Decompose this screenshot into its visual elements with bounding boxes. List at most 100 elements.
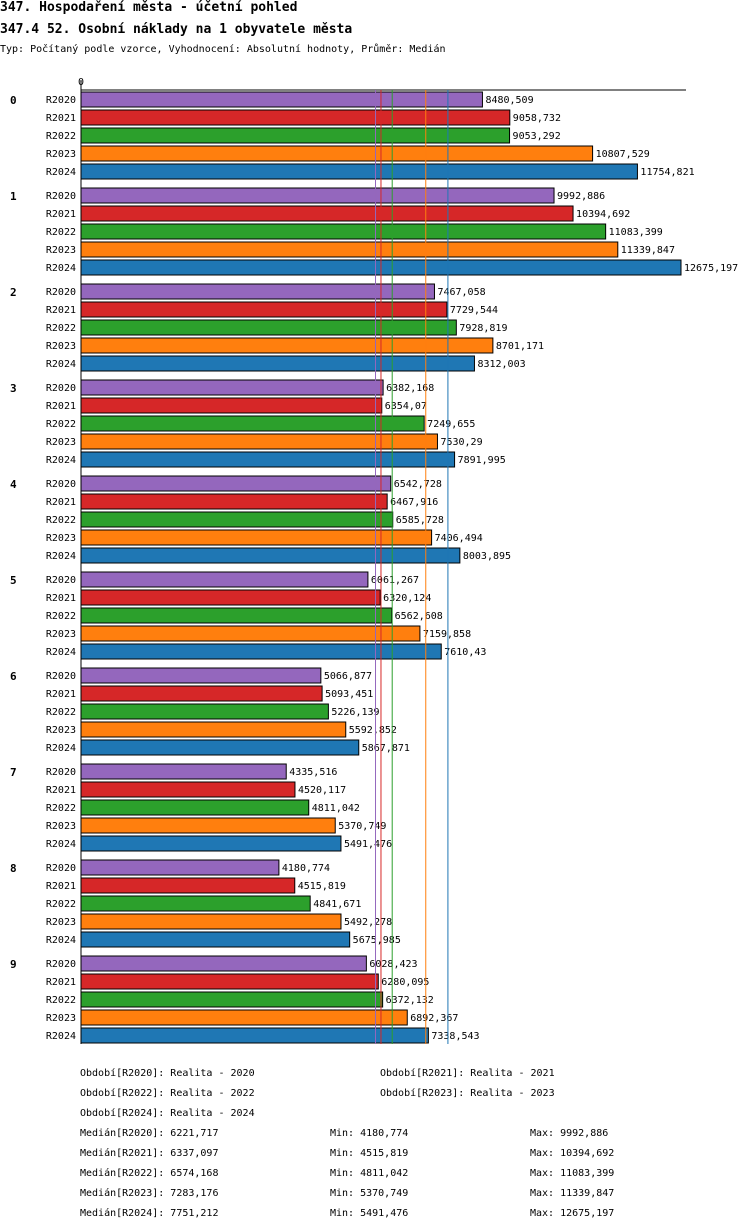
bar-R2024 — [80, 835, 342, 852]
category-label: 2 — [10, 286, 17, 299]
category-label: 4 — [10, 478, 17, 491]
data-label: 5093,451 — [325, 689, 373, 700]
data-label: 6320,124 — [383, 593, 431, 604]
bar-R2024 — [80, 451, 456, 468]
data-label: 8701,171 — [496, 341, 544, 352]
series-label: R2020 — [46, 191, 76, 202]
series-label: R2021 — [46, 209, 76, 220]
data-label: 6542,728 — [394, 479, 442, 490]
bar-R2022 — [80, 511, 394, 528]
data-label: 11754,821 — [640, 167, 694, 178]
data-label: 6061,267 — [371, 575, 419, 586]
stat-median: Medián[R2022]: 6574,168 — [80, 1168, 219, 1179]
bar-R2022 — [80, 127, 511, 144]
page-title: 347. Hospodaření města - účetní pohled — [0, 0, 298, 15]
stat-max: Max: 10394,692 — [530, 1148, 615, 1159]
data-label: 5592,852 — [349, 725, 397, 736]
data-label: 5066,877 — [324, 671, 372, 682]
bar-R2023 — [80, 1009, 408, 1026]
series-label: R2021 — [46, 977, 76, 988]
series-label: R2020 — [46, 383, 76, 394]
series-label: R2024 — [46, 551, 76, 562]
bar-R2024 — [80, 643, 442, 660]
x-axis-tick-label: 0 — [78, 77, 84, 88]
series-label: R2022 — [46, 707, 76, 718]
stat-min: Min: 4515,819 — [330, 1148, 409, 1159]
bar-R2024 — [80, 931, 351, 948]
data-label: 7338,543 — [431, 1031, 479, 1042]
data-label: 10807,529 — [596, 149, 650, 160]
bar-R2021 — [80, 589, 381, 606]
data-label: 5226,139 — [331, 707, 379, 718]
bar-R2022 — [80, 703, 329, 720]
series-label: R2020 — [46, 863, 76, 874]
data-label: 6585,728 — [396, 515, 444, 526]
series-label: R2022 — [46, 803, 76, 814]
bar-R2021 — [80, 685, 323, 702]
bar-R2023 — [80, 721, 347, 738]
bar-R2024 — [80, 547, 461, 564]
bar-R2024 — [80, 355, 475, 372]
data-label: 7467,058 — [437, 287, 485, 298]
series-label: R2024 — [46, 647, 76, 658]
bar-R2023 — [80, 145, 594, 162]
series-label: R2020 — [46, 959, 76, 970]
legend-item: Období[R2022]: Realita - 2022 — [80, 1088, 255, 1099]
series-label: R2022 — [46, 323, 76, 334]
series-label: R2021 — [46, 593, 76, 604]
bar-R2020 — [80, 955, 367, 972]
data-label: 5491,476 — [344, 839, 392, 850]
series-label: R2022 — [46, 611, 76, 622]
stat-median: Medián[R2024]: 7751,212 — [80, 1208, 219, 1219]
series-label: R2023 — [46, 1013, 76, 1024]
bar-R2022 — [80, 607, 393, 624]
data-label: 4520,117 — [298, 785, 346, 796]
bar-R2020 — [80, 283, 435, 300]
category-label: 5 — [10, 574, 17, 587]
series-label: R2020 — [46, 479, 76, 490]
stat-max: Max: 11083,399 — [530, 1168, 615, 1179]
data-label: 7249,655 — [427, 419, 475, 430]
bar-R2020 — [80, 667, 322, 684]
bar-R2023 — [80, 241, 619, 258]
stat-max: Max: 9992,886 — [530, 1128, 609, 1139]
bar-R2023 — [80, 913, 342, 930]
data-label: 12675,197 — [684, 263, 738, 274]
series-label: R2021 — [46, 881, 76, 892]
series-label: R2024 — [46, 263, 76, 274]
bar-R2020 — [80, 379, 384, 396]
bar-R2020 — [80, 91, 483, 108]
bar-R2024 — [80, 163, 638, 180]
bar-R2021 — [80, 877, 296, 894]
data-label: 7891,995 — [458, 455, 506, 466]
bar-R2023 — [80, 529, 433, 546]
bar-R2023 — [80, 433, 438, 450]
bar-R2021 — [80, 397, 383, 414]
series-label: R2021 — [46, 305, 76, 316]
series-label: R2022 — [46, 227, 76, 238]
bar-R2021 — [80, 493, 388, 510]
series-label: R2023 — [46, 917, 76, 928]
data-label: 4335,516 — [289, 767, 337, 778]
series-label: R2022 — [46, 899, 76, 910]
stat-min: Min: 5491,476 — [330, 1208, 409, 1219]
stat-median: Medián[R2023]: 7283,176 — [80, 1188, 219, 1199]
data-label: 6028,423 — [369, 959, 417, 970]
data-label: 4811,042 — [312, 803, 360, 814]
data-label: 7729,544 — [450, 305, 498, 316]
bar-R2020 — [80, 763, 287, 780]
data-label: 10394,692 — [576, 209, 630, 220]
bar-R2020 — [80, 859, 280, 876]
series-label: R2024 — [46, 167, 76, 178]
series-label: R2023 — [46, 437, 76, 448]
chart-subtitle: 347.4 52. Osobní náklady na 1 obyvatele … — [0, 22, 353, 37]
data-label: 7530,29 — [440, 437, 482, 448]
data-label: 5492,278 — [344, 917, 392, 928]
category-label: 7 — [10, 766, 17, 779]
data-label: 6892,367 — [410, 1013, 458, 1024]
bar-R2023 — [80, 817, 336, 834]
data-label: 7159,858 — [423, 629, 471, 640]
data-label: 11339,847 — [621, 245, 675, 256]
bar-R2023 — [80, 337, 494, 354]
